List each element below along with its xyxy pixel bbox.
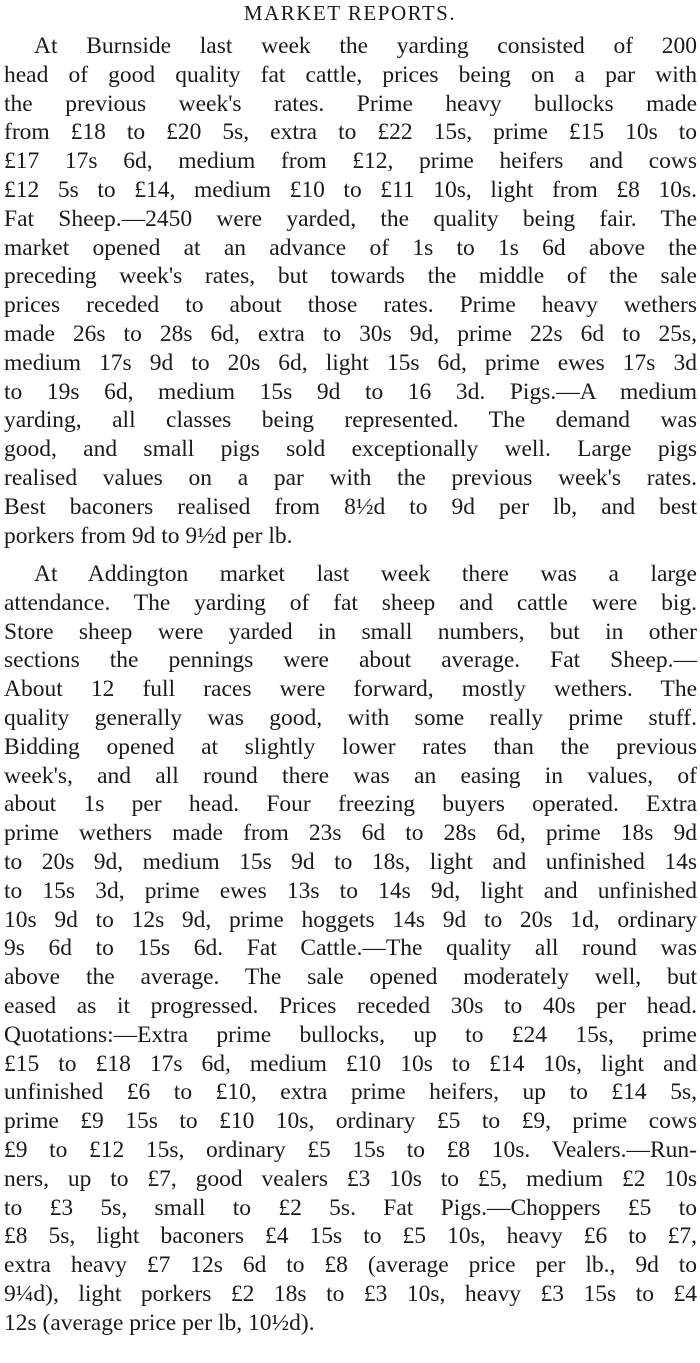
text-line: to 19s 6d, medium 15s 9d to 16 3d. Pigs.… [4, 378, 697, 405]
text-line: to £3 5s, small to £2 5s. Fat Pigs.—Chop… [4, 1194, 697, 1221]
text-line: At Addington market last week there was … [34, 561, 697, 587]
text-line: porkers from 9d to 9½d per lb. [4, 522, 293, 549]
text-line: prices receded to about those rates. Pri… [4, 292, 697, 319]
text-line: medium 17s 9d to 20s 6d, light 15s 6d, p… [4, 349, 697, 376]
text-line: £8 5s, light baconers £4 15s to £5 10s, … [4, 1223, 697, 1250]
text-line: Quotations:—Extra prime bullocks, up to … [4, 1021, 697, 1048]
text-line: extra heavy £7 12s 6d to £8 (average pri… [4, 1252, 697, 1279]
article-title: MARKET REPORTS. [243, 1, 457, 25]
text-line: 9¼d), light porkers £2 18s to £3 10s, he… [4, 1280, 697, 1307]
paragraph-addington: At Addington market last week there was … [4, 560, 697, 1338]
text-line: above the average. The sale opened moder… [4, 964, 697, 991]
text-line: market opened at an advance of 1s to 1s … [4, 234, 697, 261]
text-line: £12 5s to £14, medium £10 to £11 10s, li… [4, 176, 697, 203]
text-line: Best baconers realised from 8½d to 9d pe… [4, 493, 697, 520]
text-line: Store sheep were yarded in small numbers… [4, 618, 697, 645]
paragraph-burnside: At Burnside last week the yarding consis… [4, 32, 697, 550]
text-line: week's, and all round there was an easin… [4, 762, 697, 789]
text-line: about 1s per head. Four freezing buyers … [4, 791, 697, 818]
text-line: ners, up to £7, good vealers £3 10s to £… [4, 1165, 697, 1192]
text-line: head of good quality fat cattle, prices … [4, 61, 697, 88]
text-line: prime £9 15s to £10 10s, ordinary £5 to … [4, 1108, 697, 1135]
text-line: About 12 full races were forward, mostly… [4, 676, 697, 703]
text-line: preceding week's rates, but towards the … [4, 263, 697, 290]
text-line: yarding, all classes being represented. … [4, 407, 697, 434]
text-line: the previous week's rates. Prime heavy b… [4, 90, 697, 117]
text-line: quality generally was good, with some re… [4, 704, 697, 731]
text-line: sections the pennings were about average… [4, 647, 697, 674]
text-line: At Burnside last week the yarding consis… [34, 33, 697, 59]
text-line: to 15s 3d, prime ewes 13s to 14s 9d, lig… [4, 877, 697, 904]
text-line: to 20s 9d, medium 15s 9d to 18s, light a… [4, 848, 697, 875]
text-line: £9 to £12 15s, ordinary £5 15s to £8 10s… [4, 1136, 697, 1163]
text-line: attendance. The yarding of fat sheep and… [4, 589, 697, 616]
text-line: 12s (average price per lb, 10½d). [4, 1309, 315, 1336]
text-line: £15 to £18 17s 6d, medium £10 10s to £14… [4, 1050, 697, 1077]
text-line: prime wethers made from 23s 6d to 28s 6d… [4, 820, 697, 847]
text-line: 9s 6d to 15s 6d. Fat Cattle.—The quality… [4, 935, 697, 962]
text-line: Bidding opened at slightly lower rates t… [4, 733, 697, 760]
text-line: from £18 to £20 5s, extra to £22 15s, pr… [4, 119, 697, 146]
text-line: good, and small pigs sold exceptionally … [4, 436, 697, 463]
text-line: Fat Sheep.—2450 were yarded, the quality… [4, 205, 697, 232]
text-line: made 26s to 28s 6d, extra to 30s 9d, pri… [4, 320, 697, 347]
text-line: 10s 9d to 12s 9d, prime hoggets 14s 9d t… [4, 906, 697, 933]
text-line: realised values on a par with the previo… [4, 464, 697, 491]
text-line: eased as it progressed. Prices receded 3… [4, 992, 697, 1019]
text-line: unfinished £6 to £10, extra prime heifer… [4, 1079, 697, 1106]
text-line: £17 17s 6d, medium from £12, prime heife… [4, 148, 697, 175]
